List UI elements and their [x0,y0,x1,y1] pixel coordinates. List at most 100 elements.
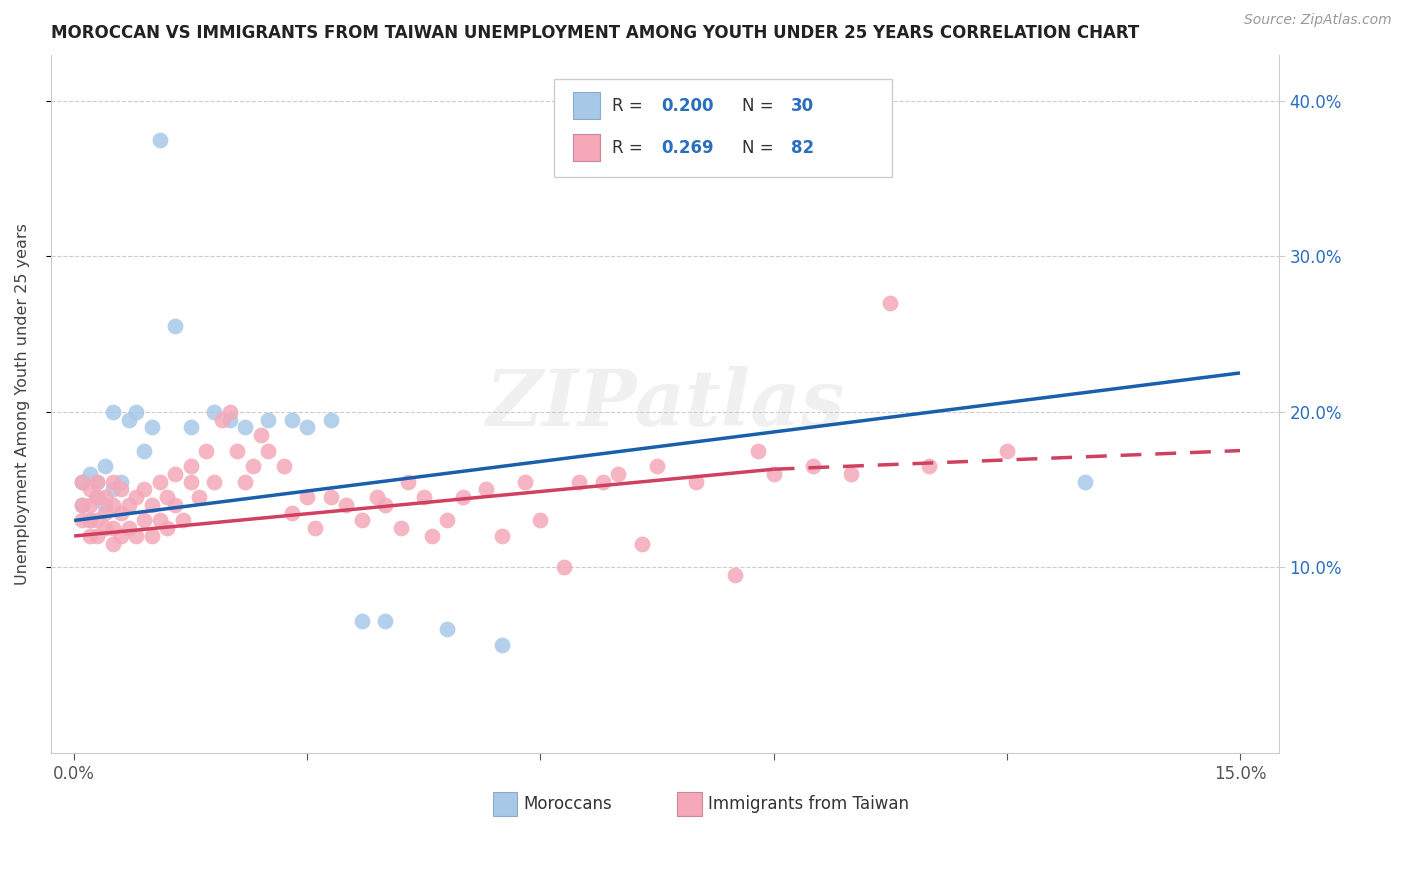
Point [101,537,124,551]
Point [94,490,117,504]
Point [172,514,194,528]
FancyBboxPatch shape [554,79,891,177]
Text: R =: R = [612,138,648,156]
Point [110,506,132,520]
Point [491,529,513,543]
Point [607,467,630,481]
Point [149,133,172,147]
Point [117,521,139,535]
Point [685,475,707,489]
Point [79,498,101,512]
Point [319,412,342,426]
Point [195,443,218,458]
Point [1073,475,1095,489]
Point [420,529,443,543]
Text: Source: ZipAtlas.com: Source: ZipAtlas.com [1244,13,1392,28]
Point [149,514,172,528]
Point [801,459,824,474]
Text: N =: N = [742,96,779,114]
Point [86,514,108,528]
Point [335,498,357,512]
Point [350,615,373,629]
Point [226,443,249,458]
Point [156,521,179,535]
Point [475,483,498,497]
Text: R =: R = [612,96,648,114]
Point [101,405,124,419]
Point [995,443,1018,458]
Point [180,459,202,474]
Point [218,405,240,419]
Point [211,412,233,426]
Point [257,412,280,426]
Point [281,412,304,426]
Point [273,459,295,474]
Point [389,521,412,535]
Point [218,412,240,426]
Point [101,483,124,497]
Point [592,475,614,489]
Point [117,498,139,512]
Point [436,514,458,528]
Text: 82: 82 [792,138,814,156]
Point [187,490,209,504]
Point [366,490,388,504]
Point [242,459,264,474]
Point [281,506,304,520]
Bar [494,792,517,815]
Bar [678,792,702,815]
Text: MOROCCAN VS IMMIGRANTS FROM TAIWAN UNEMPLOYMENT AMONG YOUTH UNDER 25 YEARS CORRE: MOROCCAN VS IMMIGRANTS FROM TAIWAN UNEMP… [51,24,1139,42]
Text: N =: N = [742,138,779,156]
Text: 0.269: 0.269 [661,138,714,156]
Point [645,459,668,474]
Point [374,615,396,629]
Point [396,475,419,489]
Point [94,521,117,535]
Text: 0.200: 0.200 [661,96,714,114]
Point [70,514,93,528]
Point [297,490,319,504]
Text: ZIPatlas: ZIPatlas [485,366,845,442]
Point [86,475,108,489]
Point [165,319,187,334]
Point [513,475,536,489]
Point [70,475,93,489]
Point [156,490,179,504]
Point [568,475,591,489]
Point [374,498,396,512]
Point [70,498,93,512]
Point [86,475,108,489]
Point [125,405,148,419]
Point [79,529,101,543]
Point [491,638,513,652]
Point [79,467,101,481]
Point [110,529,132,543]
Point [304,521,326,535]
Point [180,420,202,434]
Point [125,490,148,504]
Point [841,467,863,481]
Point [553,560,575,574]
Point [79,514,101,528]
Point [132,483,155,497]
Point [141,529,163,543]
Point [202,475,225,489]
Point [86,490,108,504]
Point [412,490,434,504]
Point [257,443,280,458]
Point [79,483,101,497]
Point [125,529,148,543]
Point [101,475,124,489]
Bar [572,135,600,161]
Point [724,567,747,582]
Point [86,529,108,543]
Y-axis label: Unemployment Among Youth under 25 years: Unemployment Among Youth under 25 years [15,223,30,585]
Point [451,490,474,504]
Text: 30: 30 [792,96,814,114]
Point [94,498,117,512]
Point [350,514,373,528]
Point [132,514,155,528]
Point [110,483,132,497]
Point [110,475,132,489]
Point [180,475,202,489]
